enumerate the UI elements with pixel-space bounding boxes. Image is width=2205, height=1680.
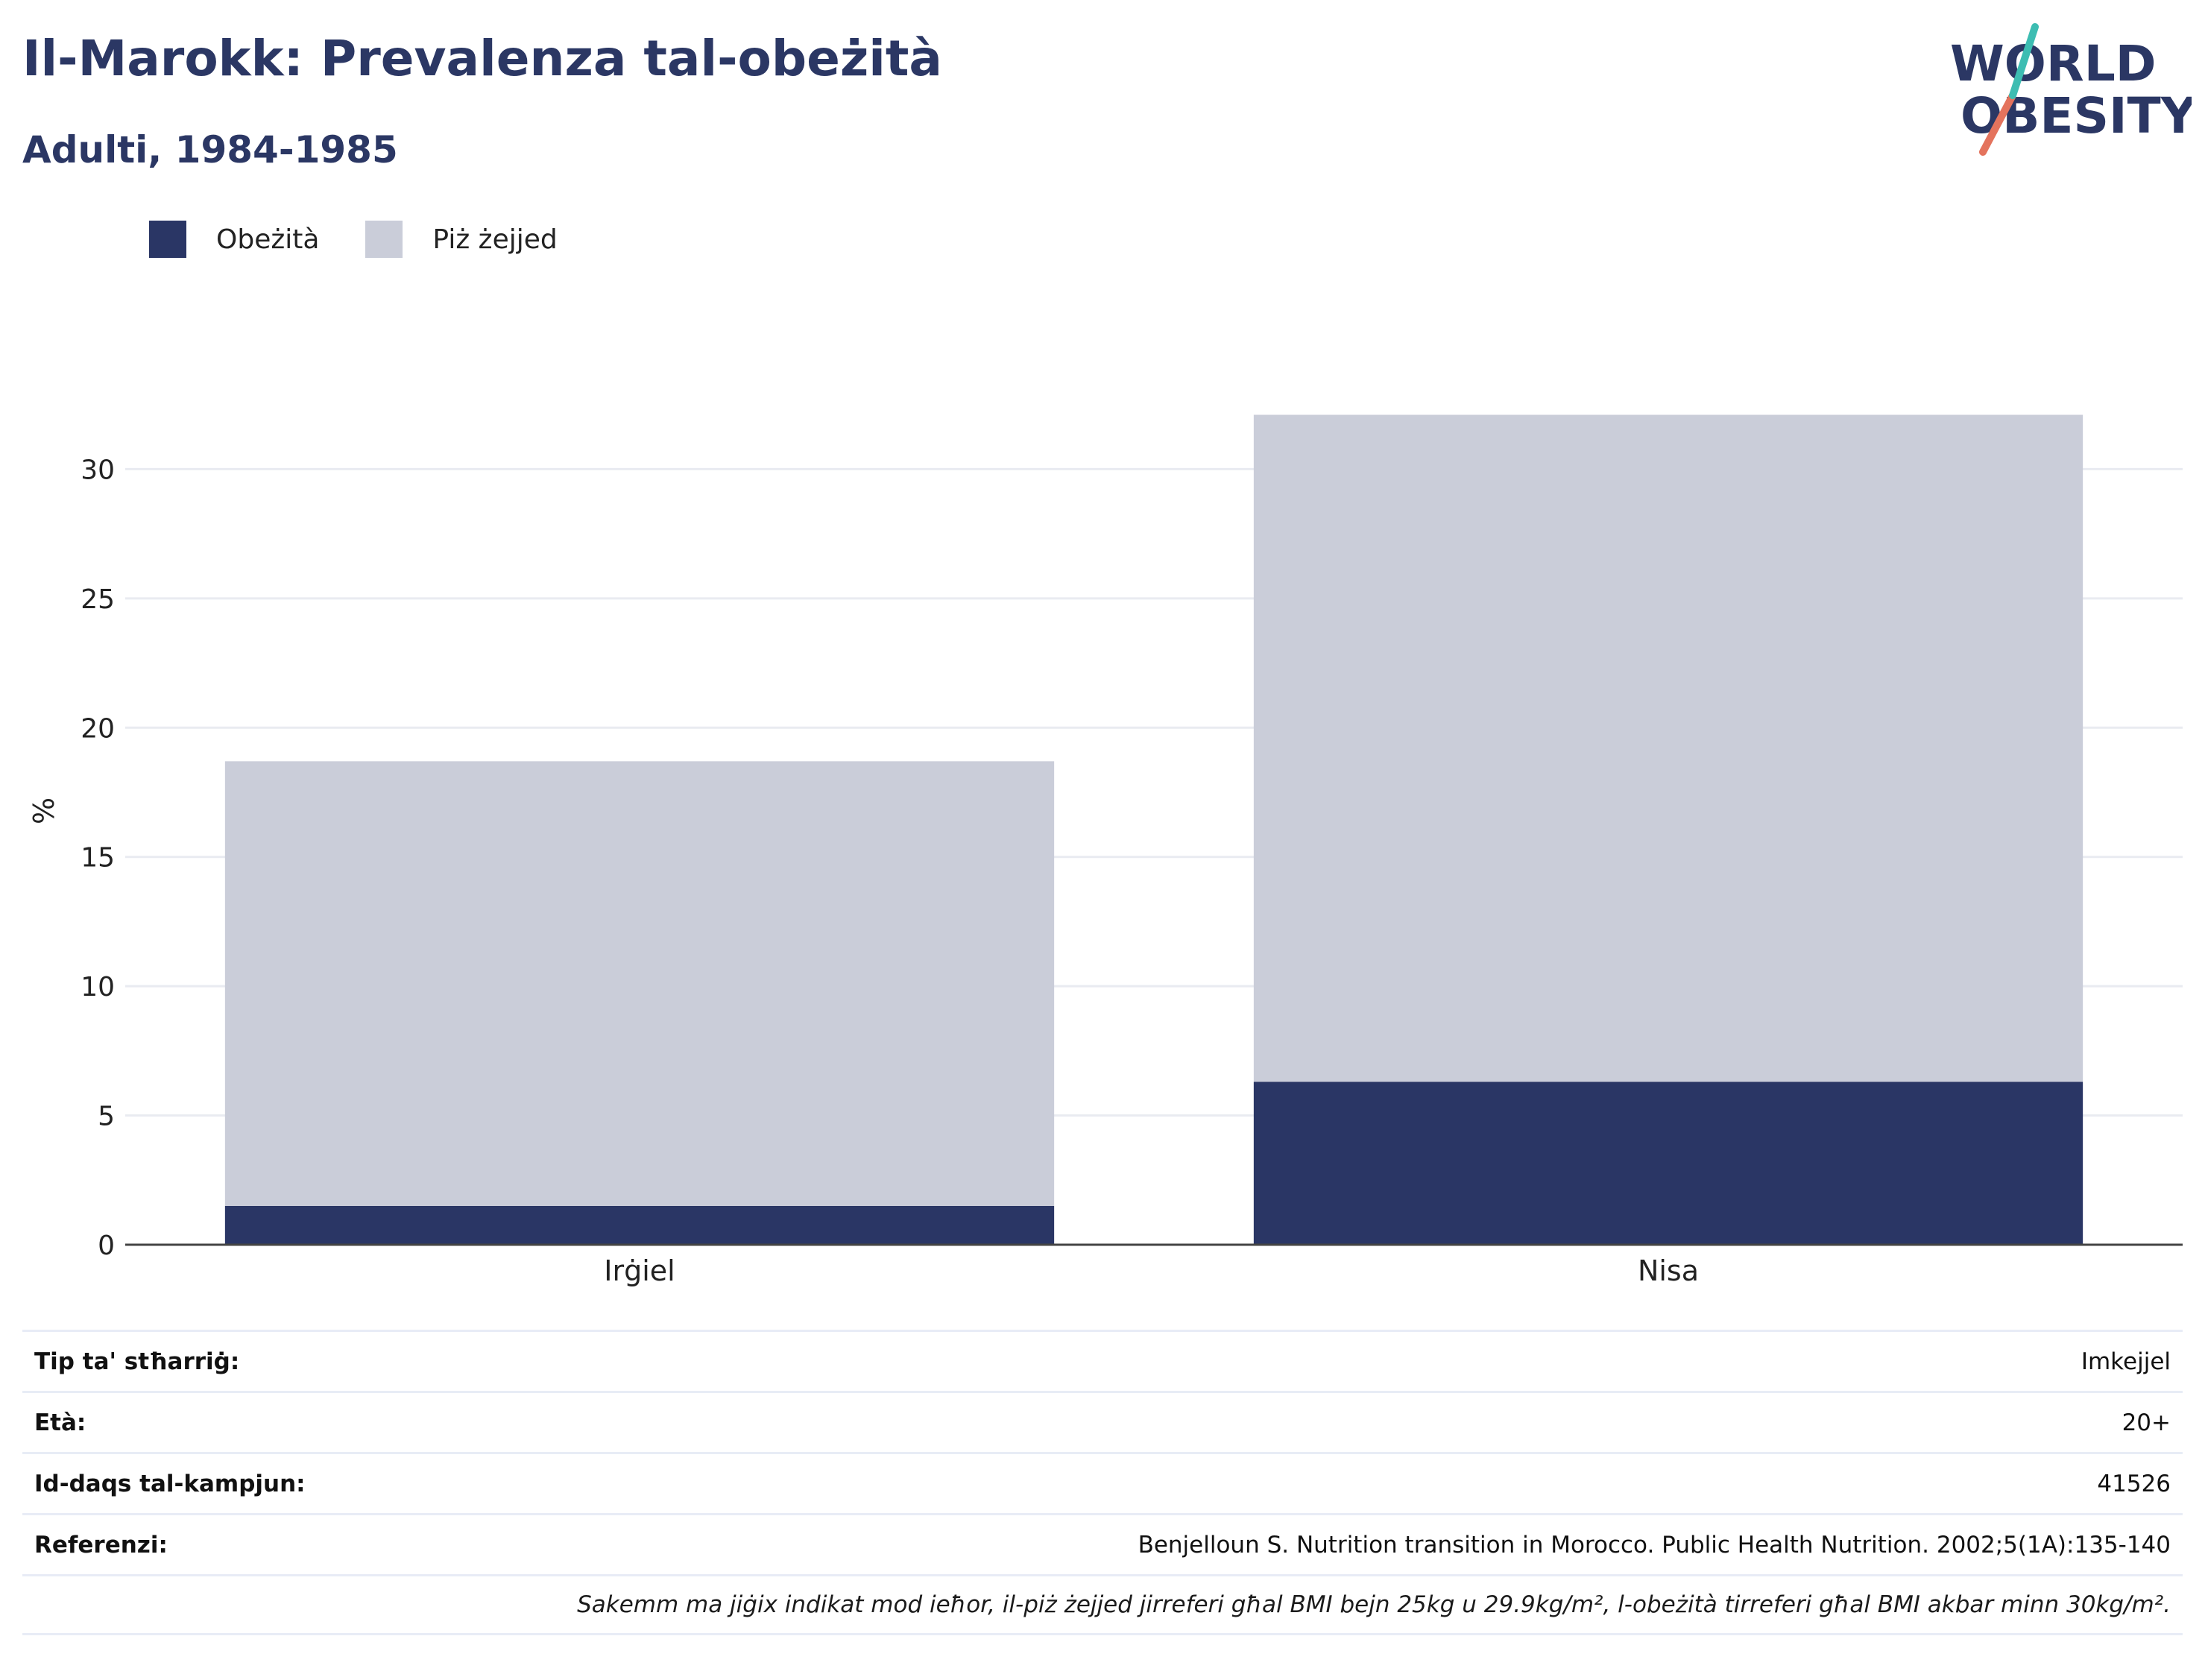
bars	[224, 414, 2083, 1245]
axes: 0 5 10 15 20 25 30 Irġiel Nisa	[81, 455, 2183, 1287]
info-row-survey-type: Tip ta' stħarriġ: Imkejjel	[22, 1330, 2183, 1391]
info-key: Id-daqs tal-kampjun:	[34, 1470, 306, 1497]
legend-swatch-overweight	[365, 221, 403, 258]
info-value: 20+	[2122, 1409, 2171, 1436]
info-row-age: Età: 20+	[22, 1391, 2183, 1452]
y-tick-label: 5	[98, 1102, 115, 1132]
world-obesity-logo: WORLD OBESITY	[1950, 23, 2192, 156]
y-axis-label: %	[28, 798, 60, 824]
y-tick-label: 20	[81, 713, 115, 744]
info-key: Età:	[34, 1409, 86, 1436]
legend-swatch-obesity	[149, 221, 186, 258]
info-table: Tip ta' stħarriġ: Imkejjel Età: 20+ Id-d…	[22, 1330, 2183, 1635]
chart-legend: Obeżità Piż żejjed	[149, 221, 604, 258]
bar-obesity-0	[224, 1205, 1055, 1245]
info-value: Imkejjel	[2081, 1348, 2171, 1375]
y-tick-label: 15	[81, 843, 115, 874]
legend-label-overweight: Piż żejjed	[432, 224, 558, 255]
info-key: Tip ta' stħarriġ:	[34, 1348, 240, 1375]
svg-text:WORLD: WORLD	[1950, 35, 2157, 92]
definition-note: Sakemm ma jiġix indikat mod ieħor, il-pi…	[22, 1574, 2183, 1635]
y-tick-label: 25	[81, 584, 115, 615]
bar-overweight-1	[1253, 414, 2083, 1082]
y-tick-label: 0	[98, 1231, 115, 1261]
chart-title: Il-Marokk: Prevalenza tal-obeżità	[22, 30, 942, 87]
info-row-sample-size: Id-daqs tal-kampjun: 41526	[22, 1452, 2183, 1513]
info-row-references: Referenzi: Benjelloun S. Nutrition trans…	[22, 1513, 2183, 1574]
x-tick-label: Irġiel	[604, 1254, 675, 1287]
info-value: Benjelloun S. Nutrition transition in Mo…	[1138, 1531, 2171, 1559]
y-tick-label: 30	[81, 455, 115, 485]
info-key: Referenzi:	[34, 1531, 168, 1559]
x-tick-label: Nisa	[1638, 1254, 1699, 1287]
note-text: Sakemm ma jiġix indikat mod ieħor, il-pi…	[577, 1591, 2171, 1618]
y-tick-label: 10	[81, 972, 115, 1002]
stacked-bar-chart: 0 5 10 15 20 25 30 Irġiel Nisa %	[28, 414, 2183, 1287]
chart-subtitle: Adulti, 1984-1985	[22, 128, 398, 171]
bar-obesity-1	[1253, 1081, 2083, 1245]
bar-overweight-0	[224, 761, 1055, 1206]
info-value: 41526	[2097, 1470, 2171, 1497]
legend-label-obesity: Obeżità	[216, 224, 320, 255]
